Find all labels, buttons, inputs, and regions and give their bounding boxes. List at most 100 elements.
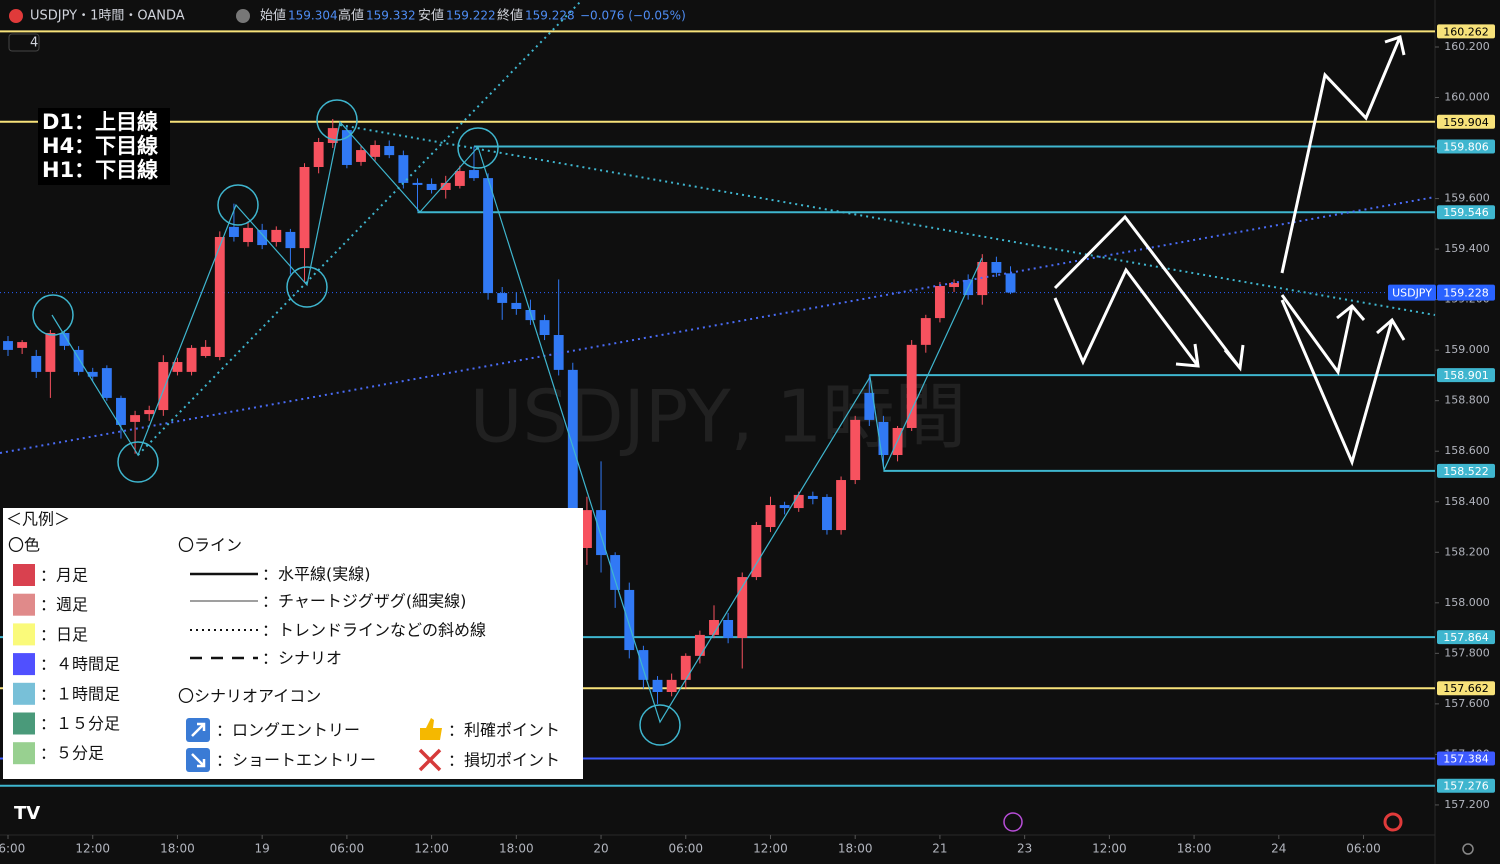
candle-body	[807, 495, 818, 499]
level-label-box	[1437, 681, 1495, 696]
indicator-toggle[interactable]	[8, 33, 40, 52]
candle-body	[3, 341, 13, 350]
candle-body	[356, 150, 366, 162]
y-tick-label: 158.800	[1444, 394, 1490, 407]
level-label-box	[1437, 751, 1495, 766]
candle-body	[553, 335, 564, 370]
level-label-box	[1437, 463, 1495, 478]
legend-label: ：チャートジグザグ(細実線)	[262, 592, 466, 611]
candle-body	[991, 261, 1002, 273]
candle-body	[1005, 273, 1016, 293]
trend-line	[137, 0, 583, 456]
last-price-box	[1437, 284, 1495, 301]
candle-body	[469, 170, 479, 179]
header: USDJPY・1時間・OANDA 始値 159.304 高値 159.332 安…	[8, 8, 686, 52]
legend-label: ：週足	[40, 595, 88, 614]
candle-body	[45, 332, 56, 372]
x-tick-label: 18:00	[499, 842, 534, 856]
candle-body	[172, 362, 183, 372]
x-tick-label: 12:00	[414, 842, 449, 856]
last-price-name-box	[1388, 284, 1436, 301]
legend-section: 〇色	[8, 536, 40, 555]
x-tick-label: 18:00	[838, 842, 873, 856]
x-tick-label: 12:00	[75, 842, 110, 856]
x-tick-label: 23	[1017, 842, 1032, 856]
level-label: 160.262	[1443, 25, 1489, 38]
legend-label: ：５分足	[40, 744, 104, 763]
candle-body	[200, 346, 211, 356]
level-label: 158.522	[1443, 465, 1489, 478]
candle-body	[370, 145, 381, 157]
x-tick-label: 20	[593, 842, 608, 856]
legend-label: ：月足	[40, 566, 88, 585]
legend-box	[3, 508, 583, 779]
pivot-circles	[32, 99, 681, 746]
y-tick-label: 158.200	[1444, 545, 1490, 558]
x-tick-label: 12:00	[753, 842, 788, 856]
level-label-box	[1437, 205, 1495, 220]
annotation-line: D1：上目線	[42, 110, 158, 134]
level-label-box	[1437, 630, 1495, 645]
candle-body	[87, 371, 98, 377]
last-price-name: USDJPY	[1392, 287, 1432, 300]
profit-icon	[420, 718, 442, 740]
x-tick-label: 06:00	[0, 842, 25, 856]
ohlc-label: 高値	[338, 8, 364, 24]
candle-body	[101, 368, 112, 398]
candle-body	[313, 141, 324, 167]
logo: TV	[14, 803, 40, 824]
candle-body	[850, 419, 861, 481]
candle-body	[398, 155, 409, 183]
legend: ＜凡例＞ 〇色 〇ライン 〇シナリオアイコン ：水平線(実線) ：チャートジグザ…	[3, 508, 583, 779]
candle-body	[130, 415, 141, 422]
y-tick-label: 158.400	[1444, 495, 1490, 508]
candle-body	[214, 236, 225, 357]
candle-body	[878, 421, 889, 456]
y-tick-label: 158.600	[1444, 444, 1490, 457]
line-samples	[190, 572, 258, 660]
x-tick-label: 18:00	[1177, 842, 1212, 856]
candle-body	[836, 480, 847, 531]
y-tick-label: 158.000	[1444, 596, 1490, 609]
settings-icon[interactable]	[1462, 843, 1474, 855]
level-label-box	[1437, 24, 1495, 39]
level-label: 158.901	[1443, 369, 1489, 382]
annotation-box	[38, 108, 170, 185]
candle-body	[751, 525, 762, 578]
legend-label: ：ショートエントリー	[216, 751, 376, 770]
scenario-arrows	[1053, 35, 1406, 467]
event-icon[interactable]	[1003, 812, 1023, 832]
level-label: 157.864	[1443, 631, 1489, 644]
x-tick-label: 06:00	[668, 842, 703, 856]
annotation: D1：上目線 H4：下目線 H1：下目線	[38, 108, 170, 185]
candle-body	[822, 496, 832, 531]
candle-body	[483, 178, 494, 294]
replay-icon[interactable]	[1383, 812, 1403, 832]
y-tick-label: 159.600	[1444, 192, 1490, 205]
legend-section: 〇シナリオアイコン	[178, 687, 321, 706]
level-label-box	[1437, 778, 1495, 793]
plot-area	[0, 0, 1439, 864]
legend-label: ：トレンドラインなどの斜め線	[262, 621, 486, 640]
level-label: 159.546	[1443, 206, 1489, 219]
level-label: 157.662	[1443, 682, 1489, 695]
candle-body	[709, 619, 719, 635]
loss-icon	[418, 748, 442, 772]
y-tick-label: 160.000	[1444, 91, 1490, 104]
x-tick-label: 24	[1271, 842, 1286, 856]
candle-body	[73, 349, 84, 372]
y-tick-label: 159.000	[1444, 343, 1490, 356]
x-tick-label: 18:00	[160, 842, 195, 856]
candle-body	[779, 505, 790, 509]
candle-body	[59, 332, 70, 346]
ohlc-label: 安値	[418, 8, 444, 24]
candle-body	[285, 231, 296, 249]
candle-body	[271, 229, 282, 243]
candle-body	[666, 679, 677, 693]
annotation-line: H4：下目線	[42, 134, 158, 158]
legend-section: 〇ライン	[178, 536, 242, 555]
legend-swatch	[13, 564, 35, 586]
hide-icon[interactable]	[236, 9, 250, 23]
candle-body	[384, 146, 395, 156]
